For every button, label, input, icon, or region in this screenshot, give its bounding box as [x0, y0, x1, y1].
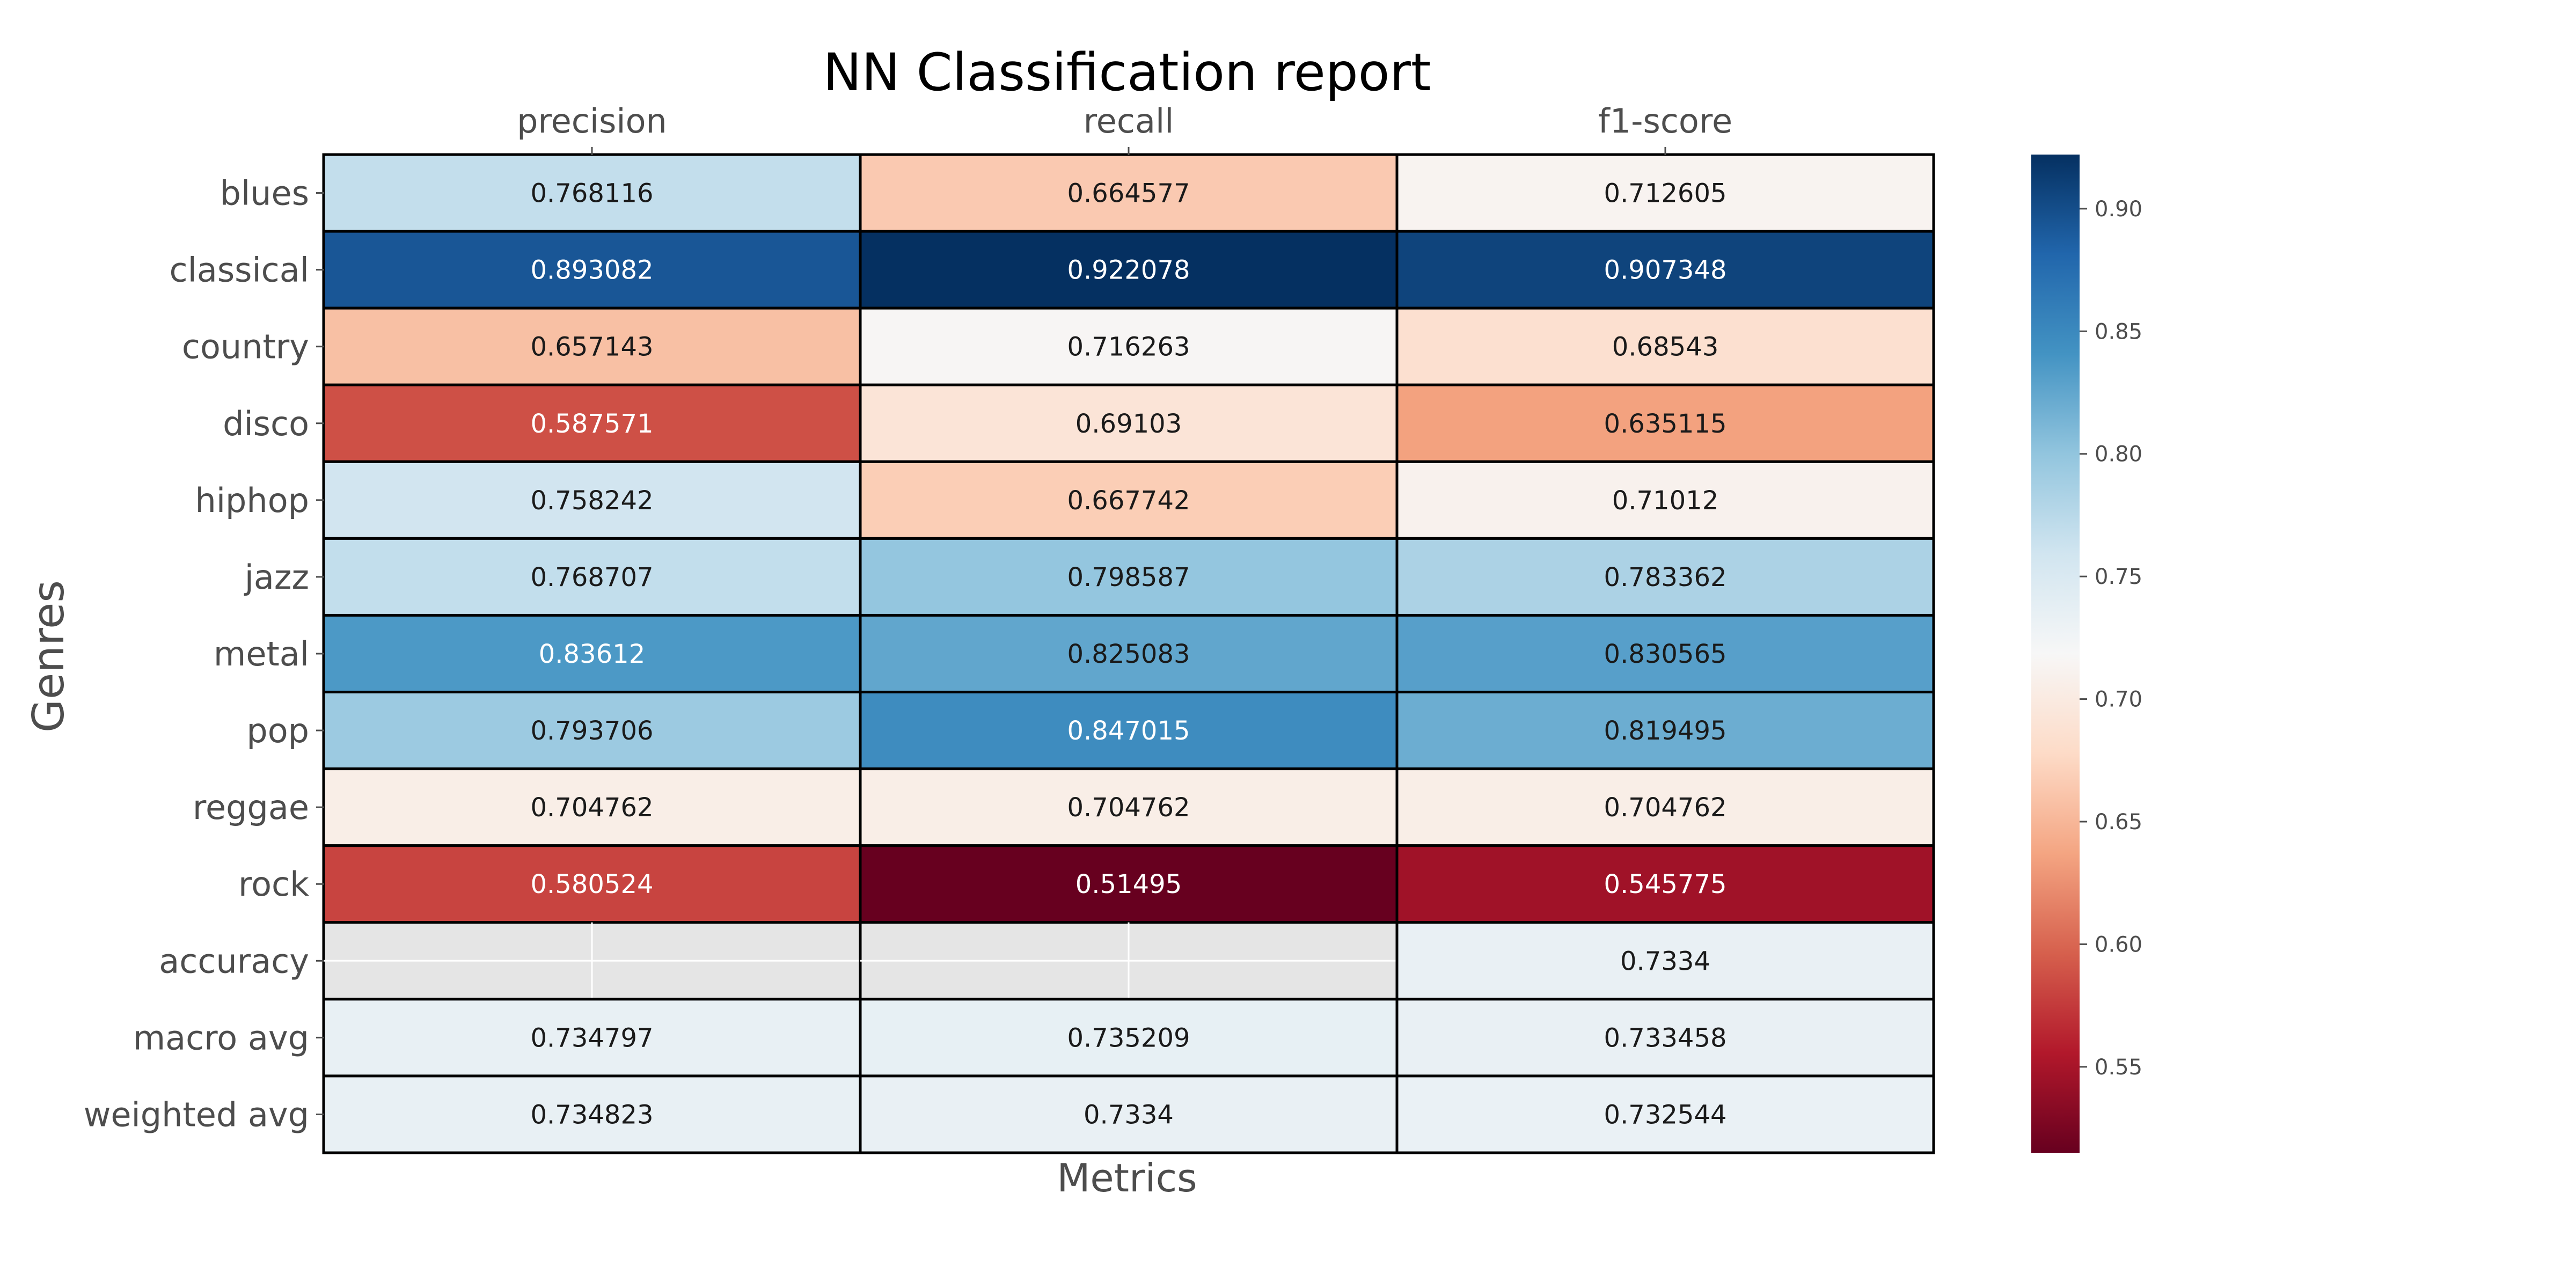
cell-value-label: 0.798587: [1067, 562, 1190, 592]
cell-value-label: 0.51495: [1075, 869, 1182, 899]
row-label: blues: [220, 174, 309, 213]
colorbar-gradient: [2031, 155, 2080, 1153]
row-label: pop: [246, 711, 309, 750]
colorbar: 0.55 0.60 0.65 0.70 0.75 0.80 0.85 0.90: [2031, 155, 2142, 1153]
heatmap-cell: [859, 1074, 1399, 1154]
cell-value-label: 0.545775: [1604, 869, 1726, 899]
row-label: classical: [170, 251, 309, 290]
cell-value-label: 0.830565: [1604, 639, 1726, 669]
heatmap-cell: [859, 153, 1399, 233]
cell-value-label: 0.635115: [1604, 409, 1726, 439]
heatmap-cell: [1395, 691, 1935, 771]
heatmap-cell: [1395, 844, 1935, 924]
cell-value-label: 0.712605: [1604, 179, 1726, 209]
heatmap-cell: [859, 537, 1399, 617]
heatmap-cell: [1395, 613, 1935, 694]
heatmap-cell: [859, 844, 1399, 924]
chart-title: NN Classification report: [823, 42, 1431, 103]
cell-value-label: 0.847015: [1067, 716, 1190, 746]
cell-value-label: 0.667742: [1067, 486, 1190, 516]
heatmap-cell: [859, 998, 1399, 1078]
colorbar-tick-label: 0.70: [2095, 687, 2142, 712]
column-tick-labels: precision recall f1-score: [517, 101, 1732, 155]
cell-value-label: 0.907348: [1604, 255, 1726, 286]
cell-value-label: 0.793706: [530, 716, 653, 746]
cell-value-label: 0.704762: [1604, 793, 1726, 823]
cell-value-label: 0.71012: [1612, 486, 1719, 516]
heatmap-cell: [322, 691, 862, 771]
row-label: disco: [223, 404, 309, 443]
heatmap-cell: [1395, 921, 1935, 1001]
colorbar-tick-label: 0.85: [2095, 319, 2142, 344]
row-label: jazz: [244, 558, 309, 597]
heatmap-cell: [322, 998, 862, 1078]
cell-value-label: 0.732544: [1604, 1100, 1726, 1130]
cell-value-label: 0.758242: [530, 486, 653, 516]
cell-value-label: 0.68543: [1612, 332, 1719, 362]
cell-value-label: 0.580524: [530, 869, 653, 899]
colorbar-tick-label: 0.75: [2095, 565, 2142, 589]
heatmap-cell: [859, 306, 1399, 386]
cell-value-label: 0.69103: [1075, 409, 1182, 439]
y-axis-label: Genres: [24, 580, 74, 733]
row-label: accuracy: [159, 941, 309, 980]
cell-value-label: 0.922078: [1067, 255, 1190, 286]
heatmap-cell: [322, 613, 862, 694]
cell-value-label: 0.7334: [1620, 946, 1710, 976]
colorbar-tick-label: 0.80: [2095, 442, 2142, 467]
row-label: country: [182, 327, 309, 367]
cell-value-label: 0.734797: [530, 1023, 653, 1053]
heatmap-cell: [1395, 767, 1935, 847]
colorbar-tick-label: 0.65: [2095, 810, 2142, 835]
row-tick-labels: blues classical country disco hiphop jazz meta…: [84, 174, 324, 1134]
cell-value-label: 0.733458: [1604, 1023, 1726, 1053]
row-label: weighted avg: [84, 1095, 309, 1134]
x-axis-label: Metrics: [1057, 1155, 1197, 1201]
heatmap-cell: [322, 153, 862, 233]
cell-value-label: 0.587571: [530, 409, 653, 439]
heatmap-cell: [1395, 1074, 1935, 1154]
cell-value-label: 0.735209: [1067, 1023, 1190, 1053]
colorbar-ticks: 0.55 0.60 0.65 0.70 0.75 0.80 0.85 0.90: [2080, 197, 2142, 1080]
heatmap-cell: [1395, 230, 1935, 310]
row-label: metal: [214, 634, 309, 674]
heatmap-cell: [859, 691, 1399, 771]
cell-value-label: 0.819495: [1604, 716, 1726, 746]
heatmap-cells: 0.768116 0.664577 0.712605 0.893082 0.922078…: [322, 153, 1935, 1154]
column-label: f1-score: [1598, 101, 1732, 141]
heatmap-cell: [859, 613, 1399, 694]
cell-value-label: 0.664577: [1067, 179, 1190, 209]
colorbar-tick-label: 0.90: [2095, 197, 2142, 222]
heatmap-cell: [322, 383, 862, 463]
column-label: recall: [1084, 101, 1174, 141]
cell-value-label: 0.657143: [530, 332, 653, 362]
cell-value-label: 0.768116: [530, 179, 653, 209]
row-label: macro avg: [133, 1018, 309, 1057]
cell-value-label: 0.716263: [1067, 332, 1190, 362]
colorbar-tick-label: 0.55: [2095, 1055, 2142, 1080]
cell-value-label: 0.704762: [530, 793, 653, 823]
column-label: precision: [517, 101, 667, 141]
row-label: hiphop: [195, 481, 309, 520]
cell-value-label: 0.7334: [1084, 1100, 1174, 1130]
cell-value-label: 0.783362: [1604, 562, 1726, 592]
cell-value-label: 0.734823: [530, 1100, 653, 1130]
cell-value-label: 0.83612: [539, 639, 646, 669]
cell-value-label: 0.893082: [530, 255, 653, 286]
row-label: rock: [238, 865, 309, 904]
colorbar-tick-label: 0.60: [2095, 932, 2142, 957]
heatmap-cell: [322, 844, 862, 924]
heatmap-cell: [1395, 537, 1935, 617]
cell-value-label: 0.768707: [530, 562, 653, 592]
heatmap-cell: [1395, 383, 1935, 463]
heatmap-cell: [859, 460, 1399, 540]
cell-value-label: 0.825083: [1067, 639, 1190, 669]
row-label: reggae: [193, 788, 309, 827]
cell-value-label: 0.704762: [1067, 793, 1190, 823]
